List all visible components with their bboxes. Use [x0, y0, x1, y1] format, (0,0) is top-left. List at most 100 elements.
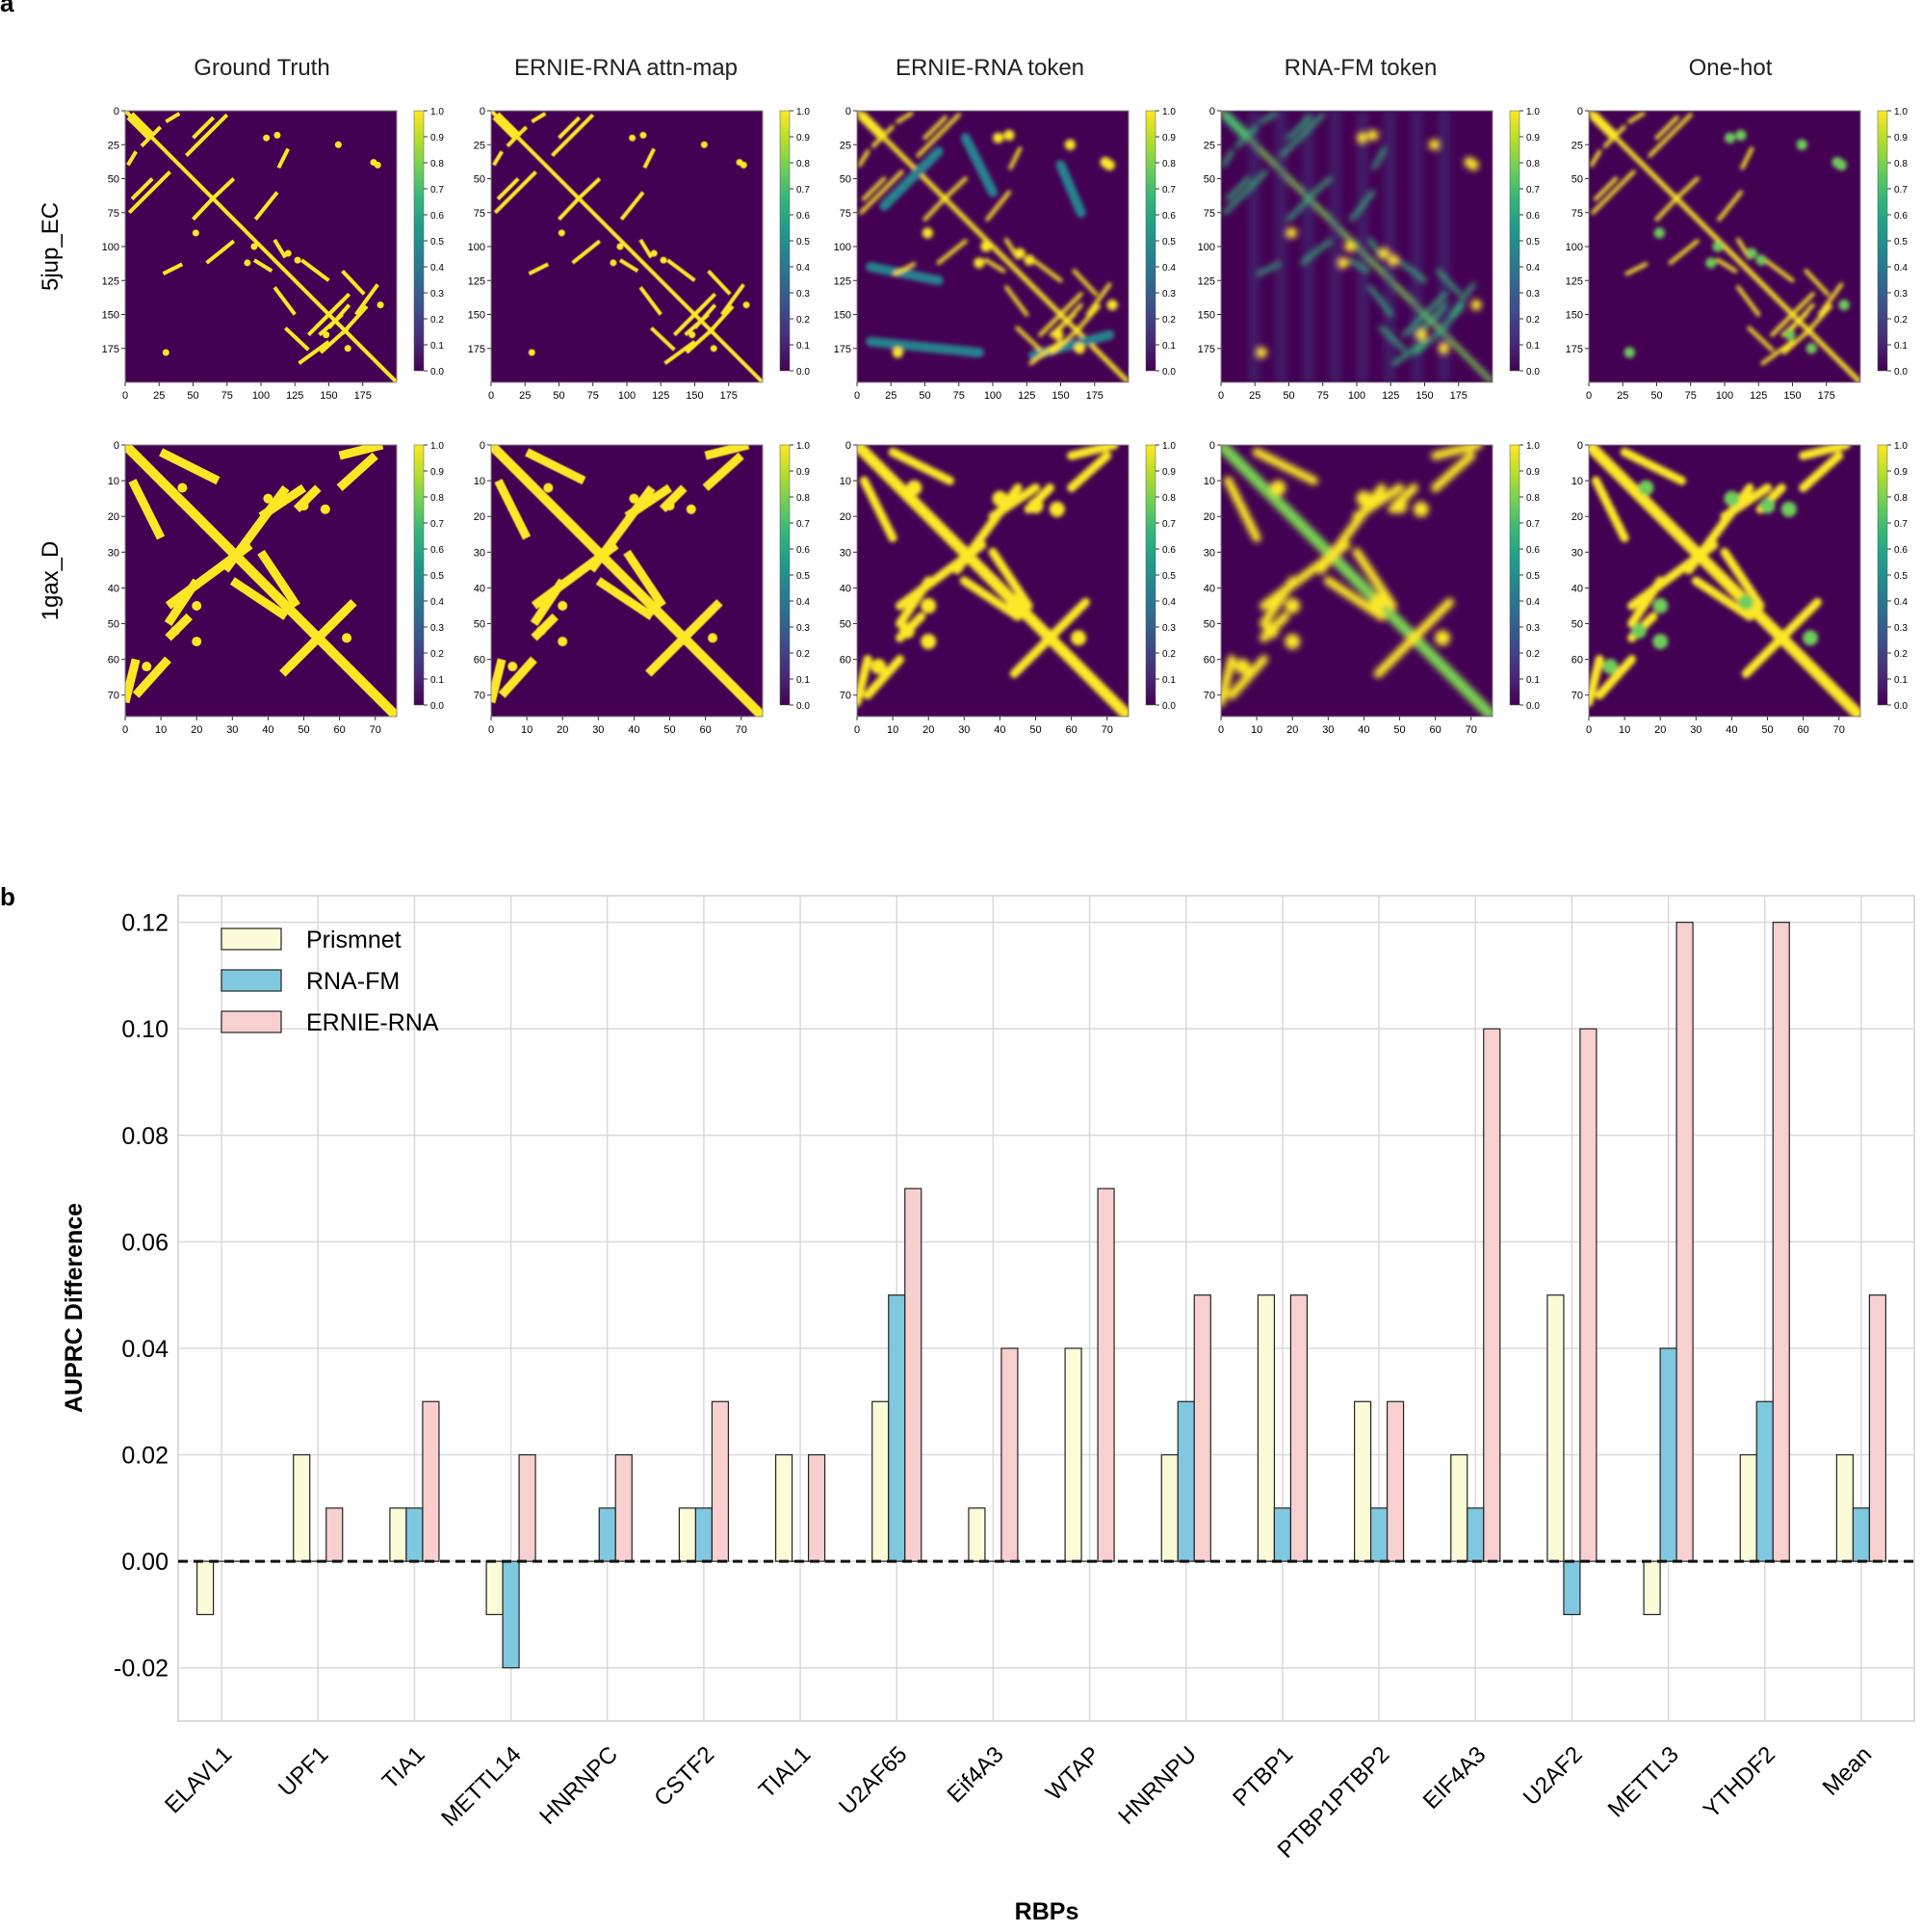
- colorbar-tick-label: 0.8: [430, 159, 444, 170]
- contact-blob: [661, 257, 667, 264]
- colorbar-tick-label: 0.3: [1526, 289, 1540, 300]
- colorbar-tick-label: 0.1: [1162, 341, 1176, 352]
- x-tick-label: 125: [1018, 390, 1035, 402]
- x-tick-label: 50: [1393, 724, 1405, 736]
- y-tick-label: 125: [834, 275, 851, 287]
- colorbar-tick-label: 0.7: [796, 519, 810, 530]
- bar-ernie-rna: [1194, 1295, 1210, 1561]
- x-tick-label: 50: [1650, 390, 1662, 402]
- contact-blob: [536, 626, 546, 636]
- contact-blob: [1015, 248, 1026, 258]
- x-tick-label: WTAP: [1041, 1741, 1105, 1806]
- colorbar-tick-label: 0.1: [1894, 341, 1908, 352]
- bar-ernie-rna: [1580, 1029, 1597, 1561]
- y-tick-label: 175: [834, 344, 851, 355]
- legend-label: ERNIE-RNA: [306, 1009, 439, 1036]
- colorbar-tick-label: 0.5: [430, 571, 444, 582]
- colorbar-tick-label: 0.4: [1162, 597, 1176, 608]
- x-tick-label: 25: [885, 390, 896, 402]
- x-tick-label: 150: [320, 390, 337, 402]
- y-tick-label: 125: [1566, 275, 1583, 287]
- colorbar-tick-label: 0.5: [1526, 571, 1540, 582]
- colorbar-tick-label: 0.4: [1526, 597, 1540, 608]
- band: [1439, 111, 1450, 382]
- contact-blob: [1392, 498, 1408, 513]
- y-tick-label: 25: [1571, 140, 1583, 151]
- y-tick-label: 10: [840, 476, 851, 487]
- x-tick-label: 50: [1283, 390, 1294, 402]
- contact-blob: [906, 481, 922, 496]
- contact-blob: [629, 135, 636, 142]
- x-tick-label: 60: [1430, 724, 1442, 736]
- y-tick-label: 40: [840, 583, 851, 594]
- contact-blob: [665, 501, 675, 510]
- bar-ernie-rna: [1290, 1295, 1307, 1561]
- x-tick-label: 60: [700, 724, 712, 736]
- x-tick-label: 150: [1783, 390, 1801, 402]
- colorbar-tick-label: 0.3: [430, 623, 444, 634]
- contact-blob: [1738, 594, 1753, 610]
- y-tick-label: 0: [845, 440, 851, 452]
- heatmap-2-1: 0010102020303040405050606070701.00.90.80…: [840, 440, 1177, 736]
- contact-blob: [711, 345, 717, 352]
- colorbar-tick-label: 0.0: [430, 367, 444, 378]
- bar-rna-fm: [1178, 1401, 1194, 1561]
- colorbar-tick-label: 0.4: [1894, 263, 1908, 274]
- y-tick-label: 50: [840, 174, 851, 186]
- y-tick-label: 25: [1204, 140, 1215, 151]
- x-tick-label: 150: [1416, 390, 1433, 402]
- x-tick-label: 150: [1052, 390, 1069, 402]
- contact-blob: [558, 229, 565, 236]
- contact-blob: [1024, 255, 1034, 266]
- colorbar-tick-label: 0.2: [796, 649, 810, 660]
- x-tick-label: Mean: [1818, 1741, 1878, 1801]
- contact-blob: [688, 331, 695, 338]
- x-tick-label: TIA1: [377, 1741, 430, 1794]
- y-tick-label: 0.04: [121, 1336, 169, 1363]
- y-tick-label: 20: [474, 511, 485, 523]
- colorbar-tick-label: 0.8: [1894, 493, 1908, 504]
- contact-blob: [1356, 491, 1371, 507]
- contact-blob: [1735, 130, 1746, 141]
- y-tick-label: 70: [1204, 691, 1215, 702]
- contact-blob: [899, 623, 915, 639]
- y-tick-label: 175: [102, 344, 119, 355]
- bar-rna-fm: [406, 1508, 423, 1561]
- colorbar-tick-label: 0.5: [430, 237, 444, 248]
- contact-blob: [1285, 634, 1300, 649]
- colorbar-tick-label: 0.9: [1162, 133, 1176, 144]
- bar-prismnet: [197, 1561, 214, 1614]
- y-tick-label: 30: [840, 547, 851, 559]
- contact-blob: [870, 659, 886, 674]
- colorbar-tick-label: 0.2: [1526, 315, 1540, 326]
- bar-prismnet: [294, 1455, 310, 1562]
- contact-blob: [1367, 130, 1378, 141]
- heatmap-0-0: 002525505075751001001251251501501751751.…: [102, 106, 445, 402]
- x-tick-label: CSTF2: [649, 1741, 719, 1812]
- colorbar-tick-label: 0.0: [1162, 701, 1176, 712]
- contact-blob: [529, 349, 535, 355]
- contact-blob: [1624, 347, 1635, 357]
- x-tick-label: PTBP1: [1228, 1741, 1298, 1812]
- colorbar: [1146, 445, 1156, 705]
- contact-blob: [1065, 140, 1076, 150]
- x-tick-label: 150: [686, 390, 703, 402]
- y-tick-label: 75: [1204, 208, 1215, 220]
- colorbar-tick-label: 0.8: [1162, 159, 1176, 170]
- colorbar-tick-label: 0.2: [1894, 315, 1908, 326]
- x-tick-label: 60: [334, 724, 346, 736]
- contact-blob: [1071, 630, 1086, 645]
- colorbar-tick-label: 0.5: [1162, 571, 1176, 582]
- colorbar: [780, 445, 790, 705]
- heatmap-1-0: 002525505075751001001251251501501751751.…: [468, 106, 811, 402]
- colorbar: [1146, 111, 1156, 371]
- y-tick-label: 25: [474, 140, 485, 151]
- colorbar-tick-label: 0.8: [796, 159, 810, 170]
- y-tick-label: 60: [840, 655, 851, 666]
- column-title: Ground Truth: [194, 55, 329, 81]
- colorbar: [1510, 111, 1519, 371]
- colorbar-tick-label: 0.4: [1162, 263, 1176, 274]
- x-tick-label: 100: [252, 390, 270, 402]
- contact-blob: [708, 633, 717, 642]
